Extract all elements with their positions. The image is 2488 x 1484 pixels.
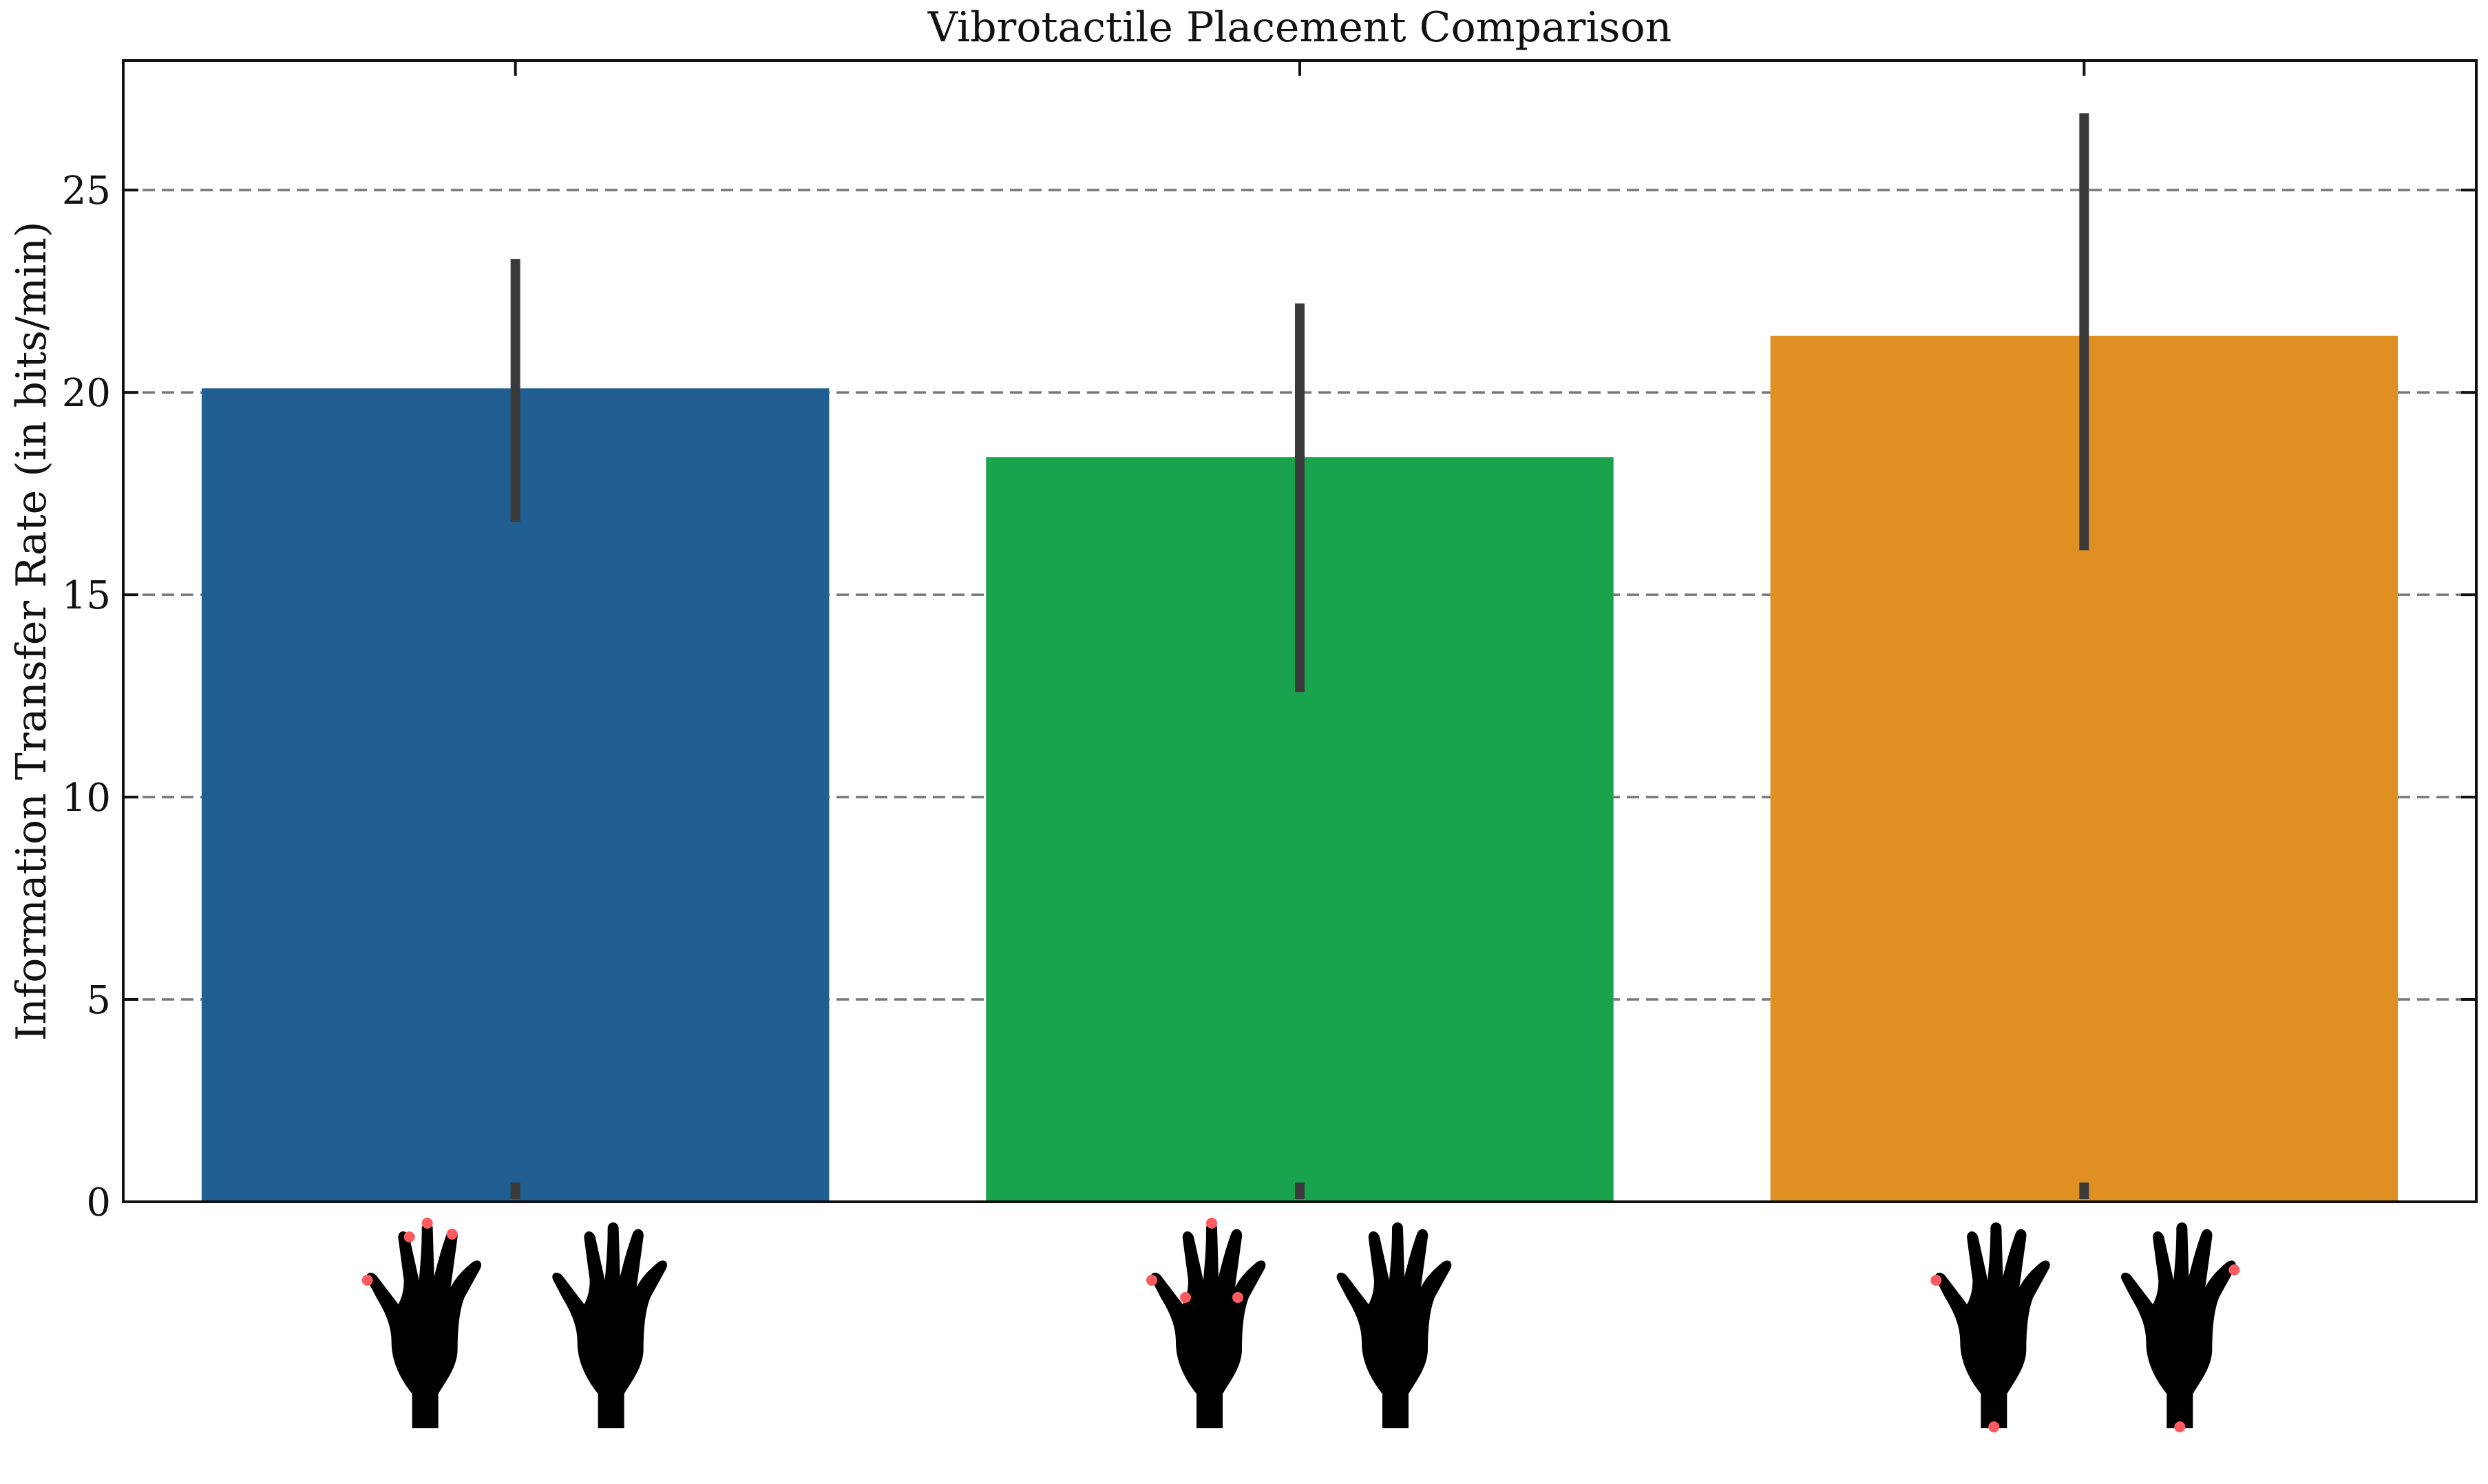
- y-tick-label-10: 10: [62, 776, 111, 820]
- vibration-point-marker: [2228, 1264, 2240, 1275]
- y-tick-label-25: 25: [62, 169, 111, 213]
- vibration-point-marker: [403, 1231, 415, 1242]
- right-hand-icon: [1336, 1222, 1452, 1428]
- error-bars: [510, 113, 2089, 1199]
- vibration-point-marker: [1146, 1275, 1157, 1286]
- left-hand-icon: [1934, 1222, 2050, 1428]
- axis-ticks: [123, 61, 2476, 1203]
- y-tick-label-5: 5: [86, 978, 111, 1023]
- vibration-point-marker: [1930, 1275, 1942, 1286]
- left-hand-icon: [1150, 1222, 1266, 1428]
- right-hand-icon: [2120, 1222, 2236, 1428]
- category-icon-3: [1930, 1222, 2240, 1432]
- error-base-marker-1: [510, 1183, 520, 1199]
- y-tick-label-15: 15: [62, 573, 111, 618]
- y-tick-labels: 0 5 10 15 20 25: [62, 169, 111, 1225]
- error-base-marker-3: [2079, 1183, 2089, 1199]
- y-axis-title: Information Transfer Rate (in bits/min): [8, 222, 56, 1041]
- y-tick-label-20: 20: [62, 371, 111, 416]
- vibration-point-marker: [2174, 1421, 2186, 1432]
- vibration-point-marker: [421, 1218, 433, 1229]
- vibration-point-marker: [1180, 1292, 1191, 1303]
- vibration-point-marker: [1988, 1421, 2000, 1432]
- vibration-point-marker: [446, 1229, 458, 1240]
- vibration-point-marker: [1206, 1218, 1217, 1229]
- chart-title: Vibrotactile Placement Comparison: [927, 3, 1672, 52]
- y-tick-label-0: 0: [86, 1180, 111, 1225]
- vibration-point-marker: [1232, 1292, 1243, 1303]
- bar-1: [201, 388, 830, 1202]
- category-icons: [361, 1218, 2240, 1432]
- right-hand-icon: [552, 1222, 668, 1428]
- error-base-marker-2: [1295, 1183, 1305, 1199]
- bars: [201, 335, 2399, 1202]
- left-hand-icon: [366, 1222, 482, 1428]
- category-icon-1: [361, 1218, 668, 1428]
- vibration-point-marker: [361, 1275, 373, 1286]
- category-icon-2: [1146, 1218, 1452, 1428]
